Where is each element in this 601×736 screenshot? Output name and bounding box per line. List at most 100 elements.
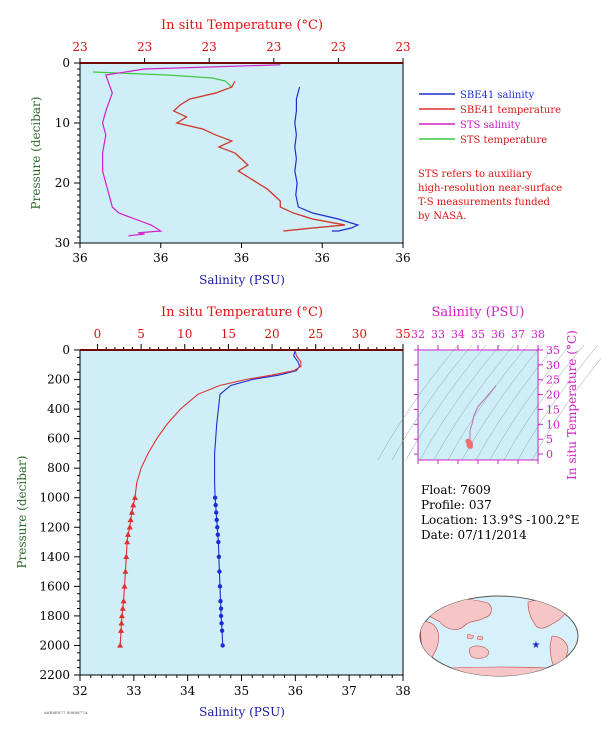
temperature-point <box>130 501 137 508</box>
legend-label: SBE41 salinity <box>460 90 535 101</box>
ts-y-axis-label: In situ Temperature (°C) <box>565 330 579 480</box>
salinity-point <box>218 606 224 611</box>
ts-temp-tick-label: 0 <box>546 448 553 461</box>
date: Date: 07/11/2014 <box>421 528 527 542</box>
top-sal-tick-label: 36 <box>234 251 249 265</box>
ts-temp-tick-label: 15 <box>546 403 560 416</box>
temperature-point <box>124 538 131 545</box>
main-sal-tick-label: 35 <box>234 684 249 698</box>
top-series-lines <box>92 64 360 237</box>
salinity-point <box>219 628 225 633</box>
main-temperature-ticks: 0 5 10 15 20 25 30 35 <box>94 327 411 350</box>
ts-temp-tick-label: 5 <box>546 433 553 446</box>
main-title: In situ Temperature (°C) <box>161 305 323 320</box>
salinity-point <box>215 532 221 537</box>
ts-temp-tick-label: 30 <box>546 359 560 372</box>
top-temp-tick-label: 23 <box>137 40 152 54</box>
top-series-sbe41-salinity <box>294 86 360 232</box>
ts-plot-area <box>418 350 538 460</box>
main-pressure-tick-label: 600 <box>47 432 70 446</box>
top-panel: In situ Temperature (°C) 23 23 23 23 23 23 36… <box>29 18 411 287</box>
ts-sal-tick-label: 36 <box>491 328 505 341</box>
world-map: ★ <box>419 595 579 677</box>
temperature-point <box>119 605 126 611</box>
float-location-star-icon: ★ <box>532 640 541 651</box>
legend-label: STS temperature <box>460 135 547 146</box>
main-temp-tick-label: 10 <box>177 327 192 341</box>
main-sal-tick-label: 37 <box>342 684 357 698</box>
main-pressure-tick-label: 2000 <box>39 638 70 652</box>
main-temp-tick-label: 5 <box>137 327 145 341</box>
salinity-point <box>214 517 219 523</box>
main-pressure-tick-label: 2200 <box>39 668 70 682</box>
top-pressure-tick-label: 20 <box>55 176 70 190</box>
ts-salinity-ticks: 32 33 34 35 36 37 38 <box>411 328 545 464</box>
main-pressure-tick-label: 1200 <box>39 520 70 534</box>
salinity-point <box>215 525 220 530</box>
main-temp-tick-label: 30 <box>352 327 367 341</box>
temperature-point <box>123 553 130 560</box>
density-contour <box>503 344 585 461</box>
main-plot-area <box>80 350 403 675</box>
temperature-point <box>118 627 125 633</box>
footer-code: A6R8E877 8068877A <box>43 710 88 715</box>
main-sal-tick-label: 38 <box>395 684 410 698</box>
salinity-point <box>216 539 221 545</box>
salinity-point <box>220 643 225 648</box>
ts-title: Salinity (PSU) <box>432 305 525 320</box>
temperature-point <box>126 524 133 530</box>
top-pressure-ticks: 0 10 20 30 <box>55 56 80 250</box>
main-temp-tick-label: 25 <box>308 327 323 341</box>
main-pressure-tick-label: 800 <box>47 461 70 475</box>
main-temp-tick-label: 15 <box>221 327 236 341</box>
top-temp-tick-label: 23 <box>395 40 410 54</box>
density-contour <box>447 344 529 461</box>
temperature-point <box>118 612 125 619</box>
main-pressure-tick-label: 400 <box>47 402 70 416</box>
profile-number: Profile: 037 <box>421 498 492 512</box>
top-salinity-ticks: 36 36 36 36 36 <box>72 243 411 265</box>
location: Location: 13.9°S -100.2°E <box>421 513 580 527</box>
salinity-point <box>217 569 222 574</box>
salinity-point <box>218 598 223 604</box>
top-series-sts-salinity <box>101 64 281 237</box>
legend-label: STS salinity <box>460 120 521 131</box>
top-title: In situ Temperature (°C) <box>161 18 323 33</box>
sts-note-line-1: STS refers to auxiliary <box>418 169 533 180</box>
density-contour <box>405 344 487 461</box>
salinity-point <box>212 495 218 500</box>
top-temp-tick-label: 23 <box>202 40 217 54</box>
salinity-point <box>216 554 222 560</box>
temperature-point <box>125 531 132 537</box>
top-temp-tick-label: 23 <box>72 40 87 54</box>
main-salinity-ticks: 32 33 34 35 36 37 38 <box>72 675 411 698</box>
main-sal-tick-label: 32 <box>72 684 87 698</box>
ts-temp-tick-label: 25 <box>546 374 560 387</box>
top-x-axis-label: Salinity (PSU) <box>199 273 285 287</box>
density-contour <box>517 344 599 461</box>
density-contour <box>377 344 459 461</box>
main-pressure-tick-label: 1800 <box>39 609 70 623</box>
salinity-point <box>217 584 223 589</box>
main-y-axis-label: Pressure (decibar) <box>15 456 29 569</box>
top-sal-tick-label: 36 <box>395 251 410 265</box>
ts-sal-tick-label: 33 <box>431 328 445 341</box>
salinity-point <box>218 613 224 619</box>
top-temp-tick-label: 23 <box>266 40 281 54</box>
top-pressure-tick-label: 0 <box>62 56 70 70</box>
temperature-point <box>128 509 135 515</box>
top-temp-tick-label: 23 <box>331 40 346 54</box>
ts-plot-frame <box>417 349 539 461</box>
top-y-axis-label: Pressure (decibar) <box>29 97 43 210</box>
density-contour <box>489 344 571 461</box>
float-info: Float: 7609 Profile: 037 Location: 13.9°… <box>421 483 579 543</box>
ts-sal-tick-label: 34 <box>451 328 465 341</box>
ts-deep-point <box>467 443 473 449</box>
density-contour <box>475 344 557 461</box>
ts-sal-tick-label: 35 <box>471 328 485 341</box>
ts-sal-tick-label: 38 <box>531 328 545 341</box>
sts-note-line-4: by NASA. <box>418 211 466 222</box>
legend-label: SBE41 temperature <box>460 105 561 116</box>
top-pressure-tick-label: 30 <box>55 236 70 250</box>
